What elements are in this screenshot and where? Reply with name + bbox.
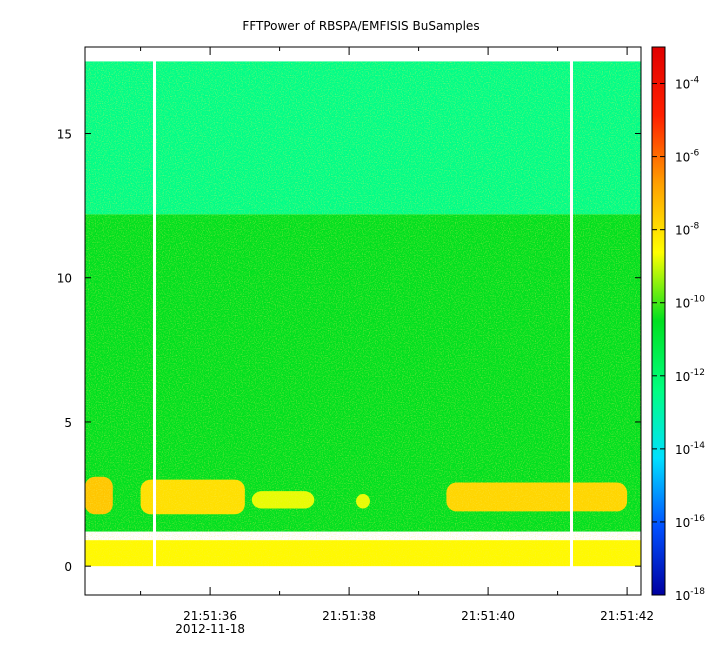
x-tick-label: 21:51:42 bbox=[600, 609, 654, 623]
colorbar-tick-label: 10-14 bbox=[675, 441, 705, 457]
colorbar-tick-label: 10-4 bbox=[675, 76, 700, 92]
noise-texture bbox=[85, 61, 641, 567]
x-tick-date-label: 2012-11-18 bbox=[175, 622, 245, 636]
colorbar-tick-label: 10-8 bbox=[675, 222, 700, 238]
data-gap-line bbox=[153, 47, 156, 595]
y-tick-label: 5 bbox=[64, 416, 72, 430]
colorbar: 10-4 10-6 10-8 10-10 10-12 10-14 10-16 10-18 bbox=[651, 46, 705, 603]
data-gap-line bbox=[570, 47, 573, 595]
plot-frame bbox=[84, 46, 642, 596]
x-tick-label: 21:51:36 bbox=[183, 609, 237, 623]
y-tick-label: 15 bbox=[57, 128, 72, 142]
colorbar-tick-label: 10-16 bbox=[675, 514, 705, 530]
colorbar-scale bbox=[652, 47, 665, 595]
colorbar-tick-label: 10-18 bbox=[675, 587, 705, 603]
colorbar-tick-label: 10-6 bbox=[675, 149, 700, 165]
chart-title: FFTPower of RBSPA/EMFISIS BuSamples bbox=[242, 19, 479, 33]
x-tick-label: 21:51:40 bbox=[461, 609, 515, 623]
y-axis: 0 5 10 15 bbox=[57, 128, 641, 574]
colorbar-frame bbox=[651, 46, 666, 596]
colorbar-tick-label: 10-12 bbox=[675, 368, 705, 384]
y-tick-label: 10 bbox=[57, 272, 72, 286]
x-tick-label: 21:51:38 bbox=[322, 609, 376, 623]
y-tick-label: 0 bbox=[64, 560, 72, 574]
colorbar-tick-label: 10-10 bbox=[675, 295, 705, 311]
